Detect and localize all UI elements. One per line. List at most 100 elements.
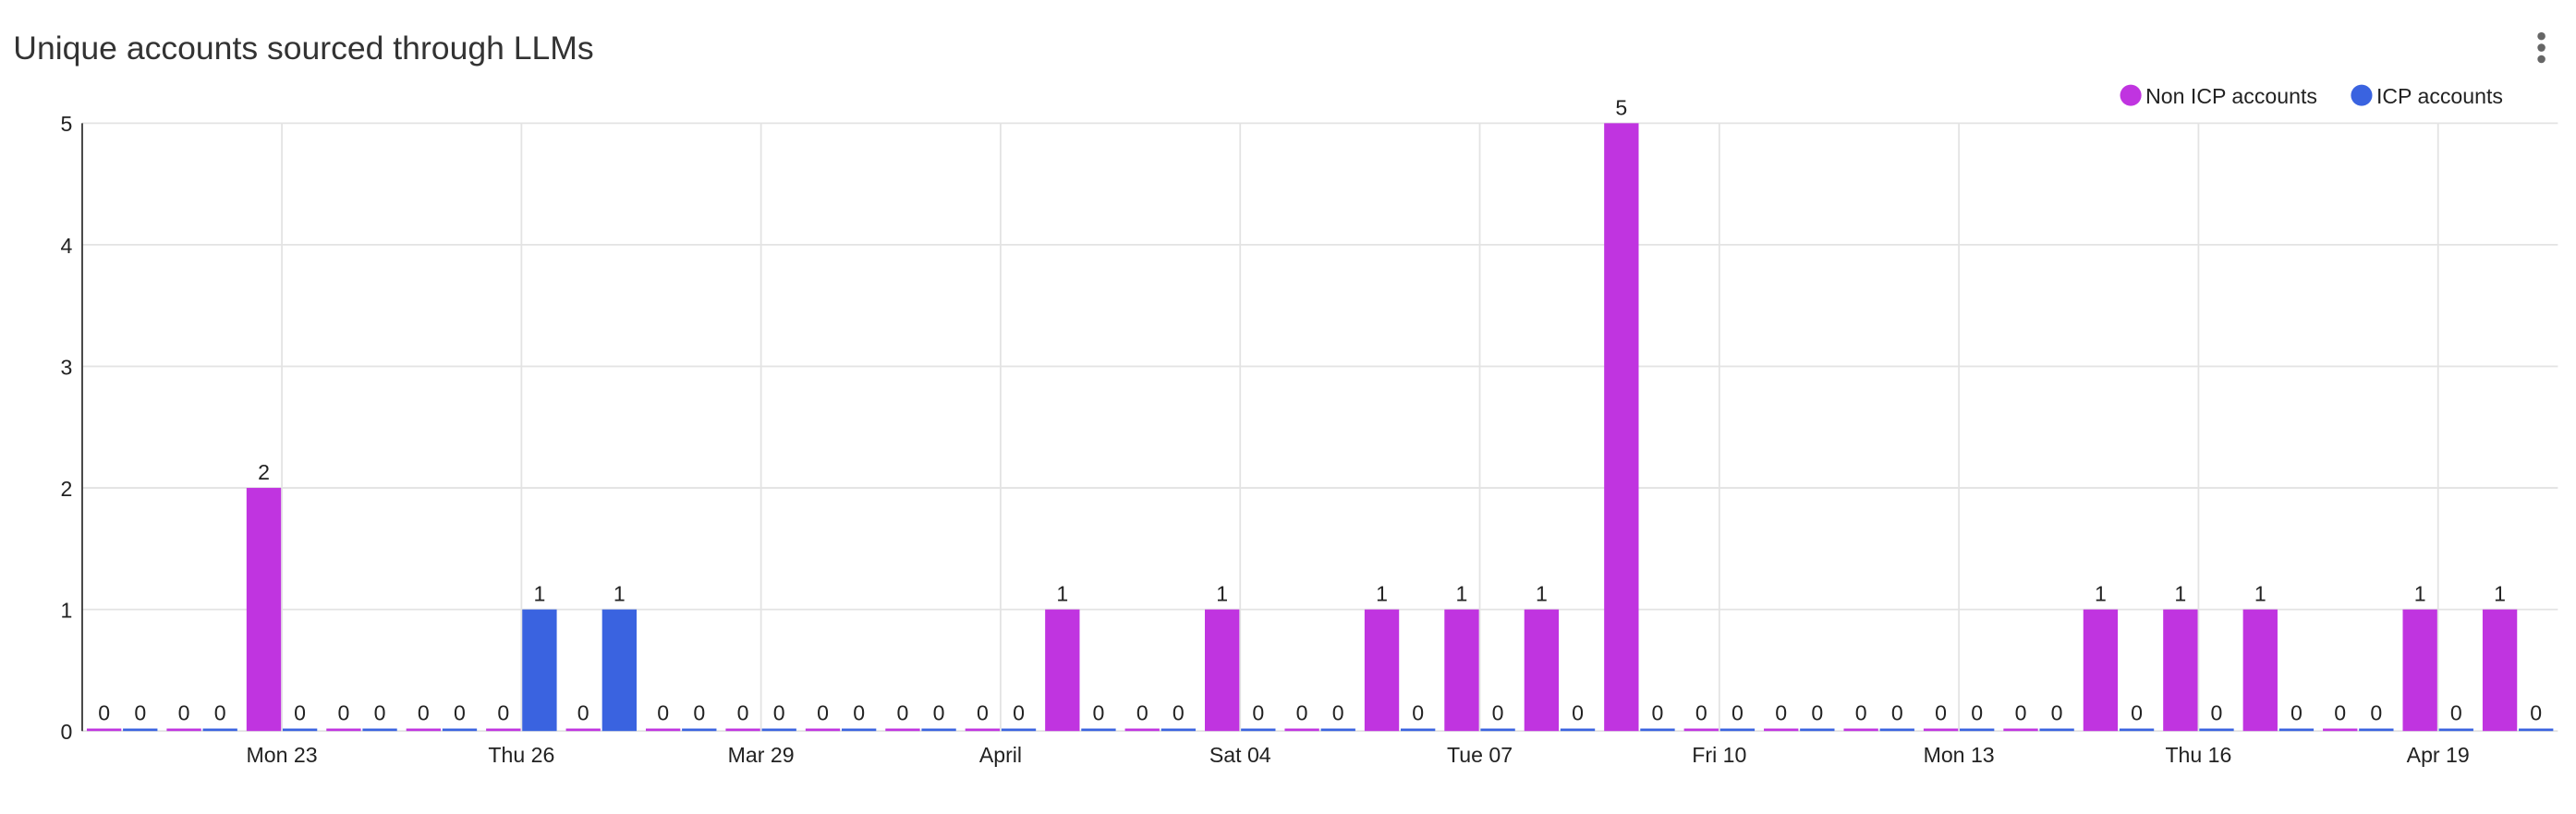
- x-tick-label: Thu 26: [488, 743, 554, 767]
- bar: [565, 728, 601, 732]
- bar: [841, 728, 877, 732]
- bar: [86, 728, 122, 732]
- bar: [885, 728, 920, 732]
- data-label: 0: [1173, 701, 1185, 725]
- bar: [2163, 609, 2198, 732]
- data-label: 0: [2334, 701, 2346, 725]
- data-label: 0: [1695, 701, 1707, 725]
- bar: [805, 728, 841, 732]
- bar: [2323, 728, 2358, 732]
- data-label: 0: [897, 701, 909, 725]
- bar: [2438, 728, 2473, 732]
- data-label: 0: [374, 701, 386, 725]
- y-tick-label: 0: [60, 720, 72, 744]
- data-label: 0: [2450, 701, 2462, 725]
- data-label: 0: [737, 701, 749, 725]
- bar: [1160, 728, 1197, 732]
- data-label: 1: [2174, 582, 2186, 606]
- bar: [1640, 728, 1675, 732]
- bar: [1241, 728, 1276, 732]
- data-label: 0: [1492, 701, 1504, 725]
- data-label: 0: [657, 701, 669, 725]
- x-tick-label: Tue 07: [1447, 743, 1513, 767]
- data-label: 0: [1136, 701, 1148, 725]
- data-label: 1: [533, 582, 545, 606]
- data-label: 0: [933, 701, 945, 725]
- x-tick-label: Apr 19: [2407, 743, 2470, 767]
- data-label: 0: [1732, 701, 1744, 725]
- data-label: 0: [817, 701, 829, 725]
- legend-label[interactable]: ICP accounts: [2376, 84, 2503, 108]
- legend-swatch[interactable]: [2120, 84, 2142, 106]
- x-tick-label: Mon 23: [247, 743, 318, 767]
- data-label: 0: [214, 701, 226, 725]
- bar: [1284, 728, 1319, 732]
- data-label: 1: [2095, 582, 2107, 606]
- bar: [1719, 728, 1756, 732]
- bar: [1560, 728, 1596, 732]
- legend-swatch[interactable]: [2351, 84, 2373, 106]
- bar: [1524, 609, 1560, 732]
- data-label: 0: [1775, 701, 1787, 725]
- bar: [2278, 728, 2315, 732]
- bar: [2083, 609, 2119, 732]
- menu-button[interactable]: [2537, 31, 2546, 64]
- bar: [282, 728, 318, 732]
- bar: [123, 728, 158, 732]
- bar: [2039, 728, 2074, 732]
- data-label: 1: [2254, 582, 2266, 606]
- bar: [1764, 728, 1799, 732]
- bar: [1960, 728, 1995, 732]
- bar: [362, 728, 397, 732]
- data-label: 0: [1891, 701, 1903, 725]
- data-label: 0: [2290, 701, 2303, 725]
- bar: [246, 488, 282, 732]
- data-label: 0: [1296, 701, 1308, 725]
- data-label: 0: [2131, 701, 2143, 725]
- y-tick-label: 5: [60, 112, 72, 136]
- data-label: 0: [1252, 701, 1264, 725]
- y-tick-label: 2: [60, 477, 72, 501]
- data-label: 0: [577, 701, 589, 725]
- bar: [1800, 728, 1835, 732]
- bar: [601, 609, 638, 732]
- bar: [965, 728, 1001, 732]
- x-tick-label: Mon 13: [1924, 743, 1995, 767]
- x-tick-label: Fri 10: [1692, 743, 1746, 767]
- chart-title: Unique accounts sourced through LLMs: [13, 30, 593, 67]
- bar: [1444, 609, 1479, 732]
- data-label: 1: [1216, 582, 1228, 606]
- bar: [2003, 728, 2038, 732]
- bar: [2359, 728, 2394, 732]
- data-label: 1: [2494, 582, 2506, 606]
- data-label: 0: [1855, 701, 1867, 725]
- data-label: 0: [1811, 701, 1823, 725]
- bar: [442, 728, 478, 732]
- bar: [1320, 728, 1355, 732]
- bar: [1843, 728, 1878, 732]
- bar: [522, 609, 557, 732]
- data-label: 0: [2370, 701, 2382, 725]
- bar: [406, 728, 442, 732]
- bar: [2402, 609, 2437, 732]
- data-label: 2: [258, 460, 270, 484]
- bar: [2119, 728, 2155, 732]
- legend-label[interactable]: Non ICP accounts: [2145, 84, 2317, 108]
- bar: [1683, 728, 1719, 732]
- y-tick-label: 3: [60, 355, 72, 379]
- data-label: 0: [338, 701, 350, 725]
- data-label: 5: [1615, 95, 1627, 119]
- bar: [645, 728, 681, 732]
- data-label: 0: [418, 701, 430, 725]
- bar: [1604, 123, 1639, 732]
- data-label: 0: [454, 701, 466, 725]
- bar: [921, 728, 956, 732]
- data-label: 0: [1572, 701, 1584, 725]
- data-label: 0: [1935, 701, 1947, 725]
- bar: [2519, 728, 2554, 732]
- bar: [1400, 728, 1436, 732]
- data-label: 0: [773, 701, 785, 725]
- data-label: 1: [1536, 582, 1548, 606]
- data-label: 0: [1971, 701, 1983, 725]
